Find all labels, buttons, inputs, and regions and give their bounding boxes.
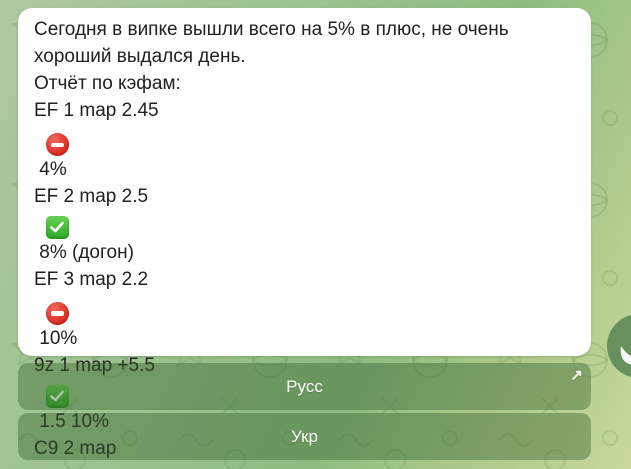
line-text: хороший выдался день.: [34, 46, 246, 67]
message-text: Сегодня в випке вышли всего на 5% в плюс…: [34, 16, 575, 469]
line-text: C9 2 map: [34, 437, 127, 459]
line-text: 10%: [34, 328, 78, 349]
partial-sticker: [607, 315, 631, 377]
inline-keyboard-button[interactable]: Укр ↗: [18, 413, 591, 460]
message-bubble: Сегодня в випке вышли всего на 5% в плюс…: [18, 8, 591, 459]
button-label: Русс: [286, 376, 323, 396]
line-text: 1.5 10%: [34, 410, 109, 432]
message-line: EF 2 map 2.5 8% (догон): [34, 183, 575, 266]
inline-keyboard: Русс ↗ Укр ↗: [18, 363, 591, 463]
line-text: Сегодня в випке вышли всего на 5% в плюс…: [34, 19, 509, 40]
message-line: EF 1 map 2.45 4%: [34, 97, 575, 183]
no-entry-emoji: [45, 133, 69, 157]
line-text: EF 2 map 2.5: [34, 186, 154, 208]
message-line: 9z 1 map +5.5 1.5 10%: [34, 352, 575, 435]
check-mark-emoji: [45, 384, 69, 408]
message-line: хороший выдался день.: [34, 43, 575, 70]
button-label: Укр: [291, 426, 318, 446]
message-line: C9 2 map 1.7 10%: [34, 435, 575, 469]
message-line: EF 3 map 2.2 10%: [34, 266, 575, 352]
line-text: 9z 1 map +5.5: [34, 355, 161, 376]
external-link-arrow-icon: ↗: [570, 367, 583, 384]
message-line: Отчёт по кэфам:: [34, 70, 575, 97]
message-line: Сегодня в випке вышли всего на 5% в плюс…: [34, 16, 575, 43]
inline-keyboard-button[interactable]: Русс ↗: [18, 363, 591, 410]
check-mark-emoji: [45, 215, 69, 239]
line-text: EF 3 map 2.2: [34, 268, 154, 290]
line-text: Отчёт по кэфам:: [34, 73, 181, 94]
line-text: EF 1 map 2.45: [34, 100, 164, 121]
no-entry-emoji: [45, 302, 69, 325]
line-text: 8% (догон): [34, 241, 134, 263]
line-text: 4%: [34, 159, 67, 181]
